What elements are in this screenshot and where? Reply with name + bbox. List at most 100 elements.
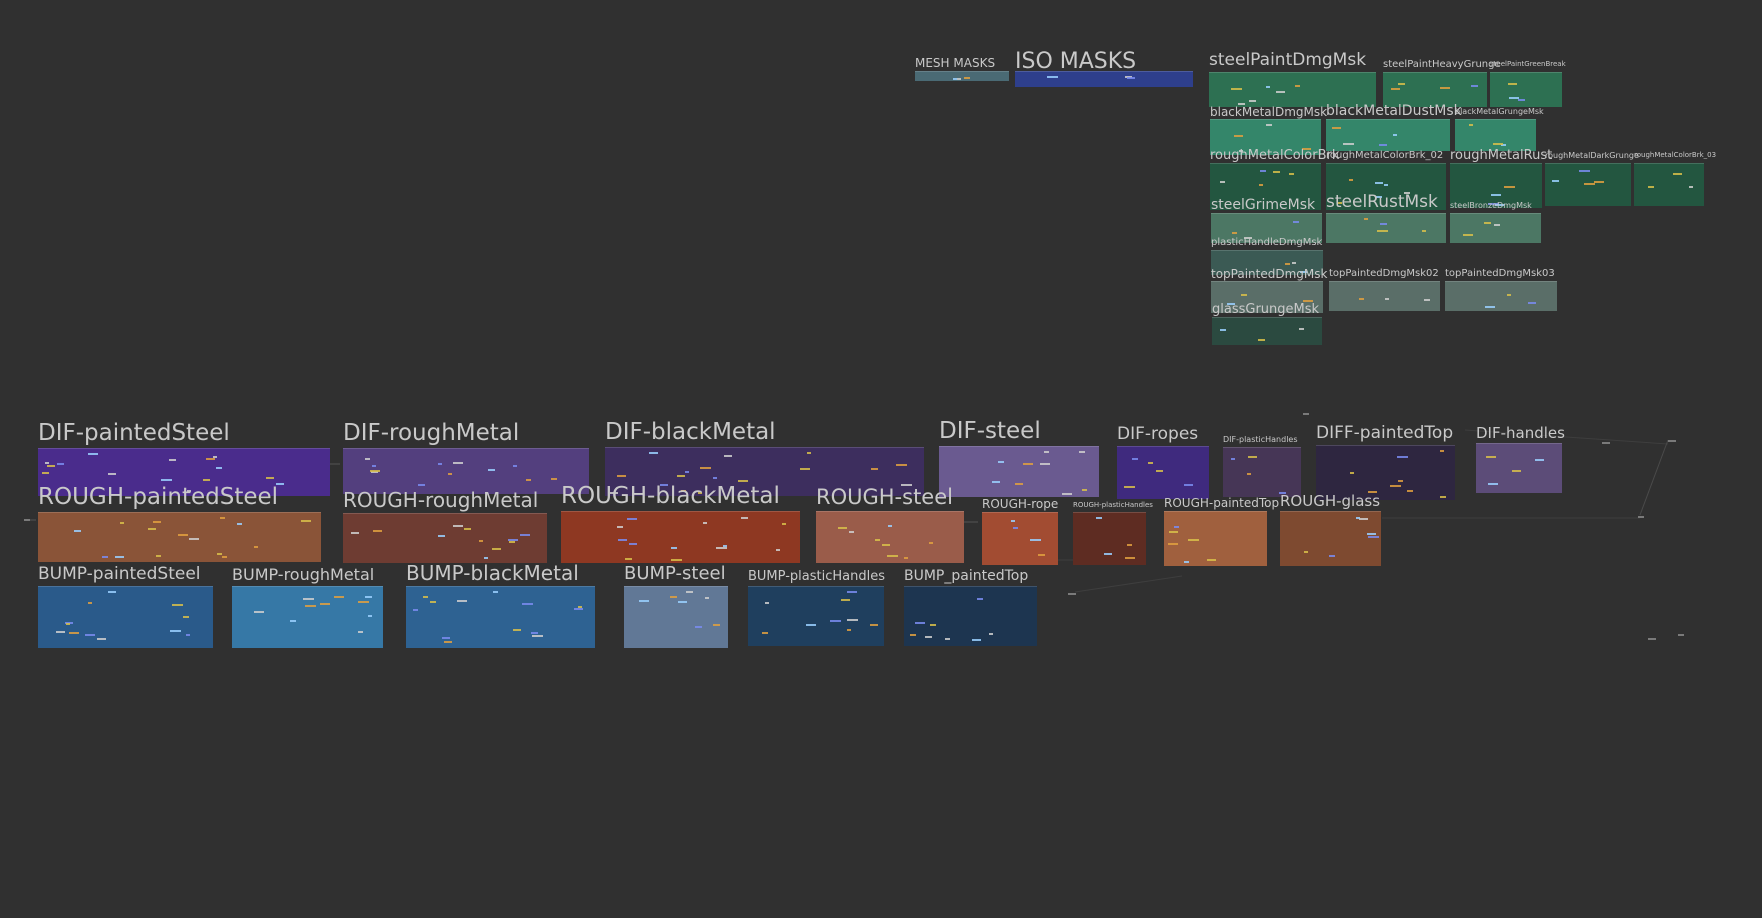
graph-node[interactable] (700, 467, 711, 469)
graph-node[interactable] (1504, 186, 1515, 188)
dif-rough-metal-frame[interactable] (343, 448, 589, 494)
graph-node[interactable] (169, 459, 176, 461)
black-metal-grunge-msk-frame[interactable] (1455, 119, 1536, 151)
graph-node[interactable] (1584, 183, 1595, 185)
dif-painted-steel-frame[interactable] (38, 448, 330, 496)
graph-node[interactable] (618, 539, 627, 541)
graph-node[interactable] (187, 490, 191, 492)
graph-node[interactable] (1485, 306, 1495, 308)
graph-node[interactable] (1391, 88, 1400, 90)
graph-node[interactable] (1244, 237, 1252, 239)
graph-node[interactable] (1239, 150, 1243, 152)
graph-node[interactable] (453, 462, 463, 464)
graph-node[interactable] (677, 475, 685, 477)
graph-node[interactable] (998, 461, 1004, 463)
graph-node[interactable] (1184, 484, 1193, 486)
graph-node[interactable] (1273, 171, 1280, 173)
graph-node[interactable] (1689, 186, 1693, 188)
graph-node[interactable] (1440, 450, 1444, 452)
graph-node[interactable] (627, 518, 637, 520)
graph-node[interactable] (1038, 554, 1045, 556)
graph-node[interactable] (705, 597, 709, 599)
graph-node[interactable] (479, 540, 483, 542)
graph-node[interactable] (1367, 533, 1376, 535)
rough-metal-color-brk-02-frame[interactable] (1326, 163, 1446, 210)
graph-node[interactable] (97, 638, 106, 640)
bump-rough-metal-frame[interactable] (232, 586, 383, 648)
graph-node[interactable] (178, 534, 188, 536)
rough-plastic-handles-frame[interactable] (1073, 512, 1146, 565)
graph-node[interactable] (1015, 483, 1023, 485)
graph-node[interactable] (617, 526, 623, 528)
graph-node[interactable] (1044, 451, 1049, 453)
graph-node[interactable] (1393, 134, 1397, 136)
graph-node[interactable] (370, 470, 380, 472)
rough-painted-top-frame[interactable] (1164, 511, 1267, 566)
reroute-node[interactable] (1678, 634, 1684, 636)
graph-node[interactable] (972, 639, 981, 641)
graph-node[interactable] (513, 465, 517, 467)
graph-node[interactable] (442, 637, 450, 639)
black-metal-dust-msk-frame[interactable] (1326, 119, 1450, 151)
graph-node[interactable] (438, 463, 442, 465)
graph-node[interactable] (713, 624, 720, 626)
bump-painted-steel-frame[interactable] (38, 586, 213, 648)
graph-node[interactable] (237, 523, 242, 525)
reroute-node[interactable] (1303, 413, 1309, 415)
iso-masks-frame[interactable] (1015, 71, 1193, 87)
graph-node[interactable] (1011, 520, 1015, 522)
graph-node[interactable] (170, 630, 181, 632)
graph-node[interactable] (578, 606, 582, 608)
graph-node[interactable] (1594, 181, 1604, 183)
graph-node[interactable] (1512, 470, 1521, 472)
graph-node[interactable] (1484, 222, 1491, 224)
graph-node[interactable] (1062, 493, 1072, 495)
graph-node[interactable] (42, 472, 49, 474)
graph-node[interactable] (220, 517, 225, 519)
graph-node[interactable] (1463, 234, 1473, 236)
graph-node[interactable] (629, 543, 637, 545)
reroute-node[interactable] (1068, 593, 1076, 595)
graph-node[interactable] (1349, 179, 1353, 181)
graph-node[interactable] (1127, 544, 1132, 546)
rough-black-metal-frame[interactable] (561, 511, 800, 563)
graph-node[interactable] (964, 77, 970, 79)
graph-node[interactable] (448, 473, 452, 475)
graph-node[interactable] (695, 626, 702, 628)
graph-node[interactable] (716, 547, 727, 549)
graph-node[interactable] (1359, 518, 1368, 520)
graph-node[interactable] (438, 535, 445, 537)
graph-node[interactable] (488, 469, 495, 471)
graph-node[interactable] (1343, 143, 1354, 145)
graph-node[interactable] (1673, 173, 1682, 175)
graph-node[interactable] (841, 599, 850, 601)
graph-node[interactable] (45, 462, 49, 464)
graph-node[interactable] (670, 596, 677, 598)
graph-node[interactable] (493, 591, 498, 593)
graph-node[interactable] (685, 471, 689, 473)
graph-node[interactable] (1238, 103, 1245, 105)
graph-node[interactable] (1469, 124, 1473, 126)
graph-node[interactable] (1289, 173, 1294, 175)
graph-node[interactable] (1188, 539, 1199, 541)
graph-node[interactable] (610, 492, 618, 494)
graph-node[interactable] (1495, 204, 1504, 206)
graph-node[interactable] (807, 452, 811, 454)
graph-node[interactable] (303, 598, 314, 600)
graph-node[interactable] (957, 78, 961, 80)
graph-node[interactable] (189, 538, 199, 540)
top-painted-dmg-msk-02-frame[interactable] (1329, 281, 1440, 311)
graph-node[interactable] (1259, 184, 1263, 186)
rough-metal-color-brk-frame[interactable] (1210, 163, 1321, 210)
steel-paint-heavy-grunge-frame[interactable] (1383, 72, 1487, 107)
graph-node[interactable] (686, 591, 693, 593)
graph-node[interactable] (508, 539, 518, 541)
graph-node[interactable] (1509, 97, 1519, 99)
graph-node[interactable] (102, 556, 108, 558)
graph-node[interactable] (1279, 492, 1286, 494)
graph-node[interactable] (301, 520, 311, 522)
graph-node[interactable] (532, 635, 543, 637)
graph-node[interactable] (1156, 470, 1163, 472)
graph-node[interactable] (444, 641, 452, 643)
graph-node[interactable] (1079, 451, 1085, 453)
